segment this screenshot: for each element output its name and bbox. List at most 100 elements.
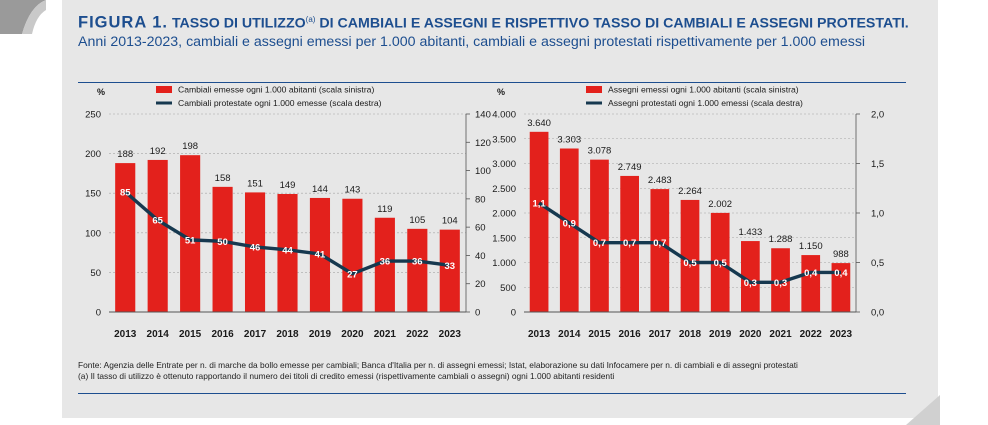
line-value-label: 0,4 (804, 268, 818, 279)
legend-label-line: Cambiali protestate ogni 1.000 emesse (s… (178, 98, 382, 108)
line-value-label: 1,1 (532, 199, 546, 210)
series-line (124, 190, 450, 276)
bar-value-label: 104 (442, 216, 458, 227)
left-axis-tick-label: 50 (90, 268, 101, 279)
right-axis-tick-label: 60 (475, 223, 486, 234)
bar (680, 199, 700, 312)
figure-subtitle: Anni 2013-2023, cambiali e assegni emess… (78, 33, 866, 50)
line-value-label: 41 (315, 250, 326, 261)
x-axis-label: 2019 (709, 329, 732, 340)
x-axis-label: 2015 (588, 329, 611, 340)
bar (277, 193, 298, 312)
right-axis-tick-label: 40 (475, 251, 486, 262)
bar (801, 255, 821, 312)
left-axis-tick-label: 3.000 (492, 159, 516, 170)
bar-value-label: 2.483 (648, 175, 672, 186)
x-axis-label: 2017 (649, 329, 672, 340)
bar (374, 217, 395, 312)
line-value-label: 44 (282, 245, 293, 256)
bar-value-label: 3.303 (557, 135, 581, 146)
right-axis-tick-label: 100 (475, 166, 491, 177)
right-axis-tick-label: 120 (475, 138, 491, 149)
bar (407, 228, 428, 312)
left-axis-tick-label: 4.000 (492, 110, 516, 121)
bar-value-label: 1.150 (799, 241, 823, 252)
bar (342, 198, 363, 312)
bar-value-label: 149 (280, 180, 296, 191)
line-value-label: 0,3 (774, 278, 787, 289)
bar-value-label: 198 (182, 141, 198, 152)
bar (439, 229, 460, 312)
bar (741, 241, 760, 312)
x-axis-label: 2023 (830, 329, 853, 340)
bar (831, 263, 851, 312)
right-axis-tick-label: 1,5 (871, 159, 884, 170)
bar-value-label: 151 (247, 178, 263, 189)
line-value-label: 85 (120, 187, 131, 198)
source-note: Fonte: Agenzia delle Entrate per n. di m… (78, 360, 798, 370)
x-axis-label: 2022 (800, 329, 823, 340)
line-value-label: 0,4 (834, 268, 848, 279)
footnote: (a) Il tasso di utilizzo è ottenuto rapp… (78, 371, 615, 381)
line-value-label: 0,7 (653, 238, 666, 249)
figure-notes: Fonte: Agenzia delle Entrate per n. di m… (78, 360, 923, 382)
right-axis-tick-label: 80 (475, 194, 486, 205)
line-value-label: 0,9 (563, 218, 576, 229)
page-corner-decoration (0, 0, 46, 34)
x-axis-label: 2017 (244, 329, 267, 340)
y-unit-label: % (97, 87, 105, 97)
left-axis-tick-label: 1.500 (492, 233, 516, 244)
x-axis-label: 2023 (439, 329, 462, 340)
figure-title-superscript: (a) (305, 15, 316, 24)
figure-label: FIGURA 1. (78, 13, 168, 32)
left-axis-tick-label: 2.500 (492, 184, 516, 195)
left-axis-tick-label: 0 (96, 308, 101, 319)
line-value-label: 0,5 (714, 258, 728, 269)
bar-value-label: 158 (215, 173, 231, 184)
bar-value-label: 3.078 (588, 146, 612, 157)
x-axis-label: 2016 (211, 329, 234, 340)
bar (180, 155, 201, 312)
page-corner-decoration-bottom (906, 395, 940, 425)
bar-value-label: 192 (150, 146, 166, 157)
line-value-label: 27 (347, 269, 358, 280)
bar (115, 163, 136, 312)
line-value-label: 36 (412, 257, 423, 268)
legend-label-bars: Assegni emessi ogni 1.000 abitanti (scal… (608, 85, 799, 95)
bar-value-label: 188 (117, 149, 133, 160)
legend-swatch-bars (156, 86, 172, 93)
figure-title: FIGURA 1. TASSO DI UTILIZZO(a) DI CAMBIA… (78, 11, 918, 51)
left-axis-tick-label: 0 (511, 308, 516, 319)
series-line (538, 201, 841, 285)
left-axis-tick-label: 3.500 (492, 134, 516, 145)
bar (771, 248, 790, 312)
chart-cambiali: Cambiali emesse ogni 1.000 abitanti (sca… (85, 85, 491, 341)
bar-value-label: 3.640 (527, 118, 551, 129)
bar-value-label: 119 (377, 204, 392, 215)
legend-label-line: Assegni protestati ogni 1.000 emessi (sc… (608, 98, 803, 108)
bar-value-label: 144 (312, 184, 328, 195)
left-axis-tick-label: 2.000 (492, 209, 516, 220)
x-axis-label: 2020 (341, 329, 364, 340)
legend-swatch-bars (586, 86, 602, 93)
bar-value-label: 143 (344, 185, 360, 196)
line-value-label: 0,3 (744, 278, 757, 289)
right-axis-tick-label: 0,5 (871, 258, 884, 269)
bar (147, 159, 168, 312)
x-axis-label: 2013 (114, 329, 137, 340)
line-value-label: 0,7 (593, 238, 606, 249)
bar (590, 159, 609, 312)
y-unit-label: % (497, 87, 505, 97)
bar-value-label: 2.264 (678, 186, 702, 197)
x-axis-label: 2020 (739, 329, 762, 340)
figure-panel (62, 0, 938, 418)
line-value-label: 0,5 (683, 258, 697, 269)
x-axis-label: 2013 (528, 329, 551, 340)
x-axis-label: 2021 (769, 329, 792, 340)
bar-value-label: 988 (833, 249, 849, 260)
bar (529, 131, 549, 312)
bar-value-label: 105 (409, 215, 425, 226)
line-value-label: 36 (380, 257, 391, 268)
x-axis-label: 2022 (406, 329, 429, 340)
right-axis-tick-label: 2,0 (871, 110, 884, 121)
